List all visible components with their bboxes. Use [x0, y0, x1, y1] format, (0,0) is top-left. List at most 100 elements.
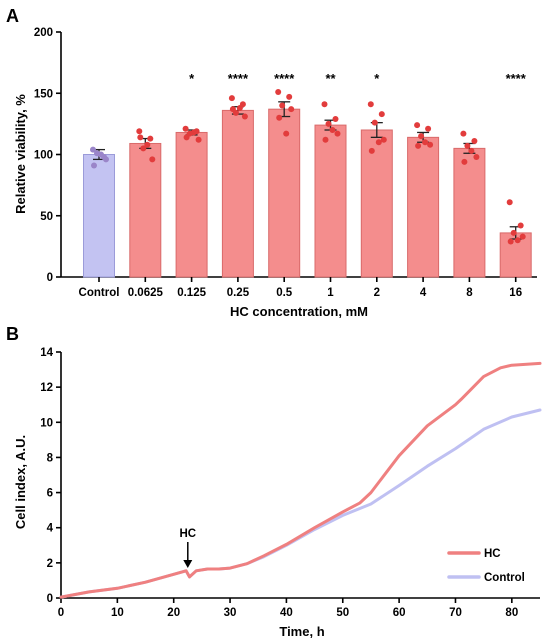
- data-point: [325, 120, 332, 127]
- significance-label: ****: [506, 71, 527, 86]
- x-tick-label-b: 20: [167, 607, 180, 619]
- data-point: [414, 122, 421, 129]
- data-point: [375, 139, 382, 146]
- data-point: [90, 146, 96, 153]
- bar: [129, 142, 162, 278]
- data-point: [98, 151, 104, 158]
- data-point: [236, 104, 243, 111]
- data-point: [149, 156, 156, 163]
- panel-b-label: B: [6, 324, 19, 344]
- data-point: [371, 119, 378, 126]
- data-point: [288, 106, 295, 113]
- data-point: [380, 136, 387, 143]
- y-tick-label-a: 100: [34, 150, 53, 162]
- y-tick-label-a: 0: [47, 272, 53, 284]
- x-tick-label-a: 4: [420, 287, 427, 299]
- y-tick-label-a: 200: [34, 27, 53, 39]
- data-point: [182, 125, 189, 132]
- y-tick-label-b: 8: [47, 452, 54, 464]
- data-point: [418, 133, 425, 140]
- data-point: [514, 237, 521, 244]
- data-point: [275, 89, 282, 96]
- data-point: [506, 199, 513, 206]
- x-tick-label-a: 0.5: [276, 287, 293, 299]
- bar: [221, 109, 254, 278]
- data-point: [519, 233, 526, 240]
- x-tick-label-a: 0.0625: [128, 287, 164, 299]
- significance-label: **: [325, 71, 336, 86]
- panel-a-xlabel: HC concentration, mM: [230, 304, 368, 319]
- data-point: [276, 114, 283, 121]
- significance-label: *: [374, 71, 380, 86]
- data-point: [103, 156, 109, 163]
- data-point: [283, 130, 290, 137]
- y-tick-label-a: 150: [34, 88, 53, 100]
- data-point: [507, 238, 514, 245]
- bar-chart-panel-a: 0 50 100 150 200 Control 0.0625 0.125 * 0.25 **** 0…: [34, 27, 537, 299]
- x-tick-label-a: 8: [466, 287, 473, 299]
- data-point: [460, 130, 467, 137]
- panel-a-label: A: [6, 6, 19, 26]
- data-point: [517, 222, 524, 229]
- bar: [314, 124, 347, 278]
- significance-label: ****: [228, 71, 249, 86]
- x-tick-label-a: 0.125: [177, 287, 206, 299]
- data-point: [147, 135, 154, 142]
- bar: [268, 108, 301, 278]
- significance-label: ****: [274, 71, 295, 86]
- data-point: [329, 127, 336, 133]
- x-tick-label-a: Control: [79, 287, 120, 299]
- data-point: [228, 95, 235, 102]
- data-point: [190, 129, 197, 136]
- data-point: [322, 136, 329, 143]
- series-line-control: [59, 408, 542, 599]
- data-point: [378, 111, 385, 118]
- annotation-arrow-head: [183, 560, 193, 568]
- data-point: [332, 115, 339, 122]
- x-tick-label-b: 40: [280, 607, 293, 619]
- x-tick-label-a: 16: [509, 287, 522, 299]
- x-tick-label-b: 80: [505, 607, 518, 619]
- x-tick-label-b: 10: [111, 607, 124, 619]
- data-point: [461, 158, 468, 165]
- data-point: [91, 162, 97, 169]
- data-point: [241, 113, 248, 120]
- x-tick-label-b: 30: [224, 607, 237, 619]
- data-point: [144, 141, 151, 148]
- data-point: [321, 101, 328, 108]
- y-tick-label-b: 10: [40, 417, 53, 429]
- y-tick-label-b: 14: [40, 347, 53, 359]
- data-point: [195, 136, 202, 143]
- data-point: [367, 101, 374, 108]
- data-point: [334, 130, 341, 137]
- legend-label-control: Control: [484, 572, 525, 584]
- data-point: [425, 125, 432, 132]
- y-tick-label-b: 12: [40, 382, 53, 394]
- panel-b-ylabel: Cell index, A.U.: [13, 435, 28, 529]
- bar: [175, 131, 208, 278]
- data-point: [183, 134, 190, 141]
- data-point: [473, 153, 480, 160]
- x-tick-label-a: 1: [327, 287, 334, 299]
- bar: [83, 154, 115, 278]
- data-point: [464, 142, 471, 149]
- data-point: [427, 141, 434, 148]
- panel-a-ylabel: Relative viability, %: [13, 94, 28, 214]
- bar: [407, 136, 440, 278]
- bar: [453, 147, 486, 278]
- y-tick-label-b: 2: [47, 558, 53, 570]
- data-point: [468, 147, 475, 154]
- data-point: [137, 134, 144, 141]
- x-tick-label-b: 70: [449, 607, 462, 619]
- data-point: [368, 147, 375, 154]
- legend-label-hc: HC: [484, 548, 501, 560]
- y-tick-label-b: 0: [47, 593, 53, 605]
- data-point: [471, 138, 478, 145]
- annotation-label: HC: [179, 528, 196, 540]
- data-point: [510, 229, 517, 236]
- data-point: [415, 142, 422, 149]
- y-tick-label-a: 50: [40, 211, 53, 223]
- series-line-hc: [59, 361, 542, 599]
- data-point: [279, 102, 286, 109]
